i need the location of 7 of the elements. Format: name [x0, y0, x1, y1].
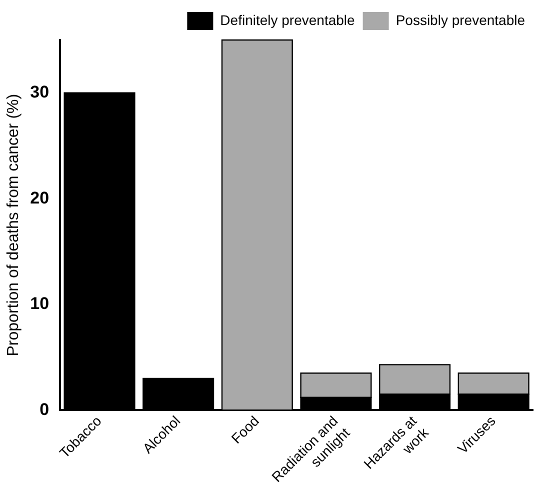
- y-tick-label: 30: [30, 82, 50, 102]
- y-tick-label: 20: [30, 188, 50, 208]
- legend-label: Definitely preventable: [220, 12, 356, 28]
- legend-label: Possibly preventable: [396, 12, 526, 28]
- y-axis-title: Proportion of deaths from cancer (%): [5, 94, 22, 356]
- y-tick-label: 0: [40, 400, 50, 419]
- y-tick-label: 10: [30, 294, 50, 314]
